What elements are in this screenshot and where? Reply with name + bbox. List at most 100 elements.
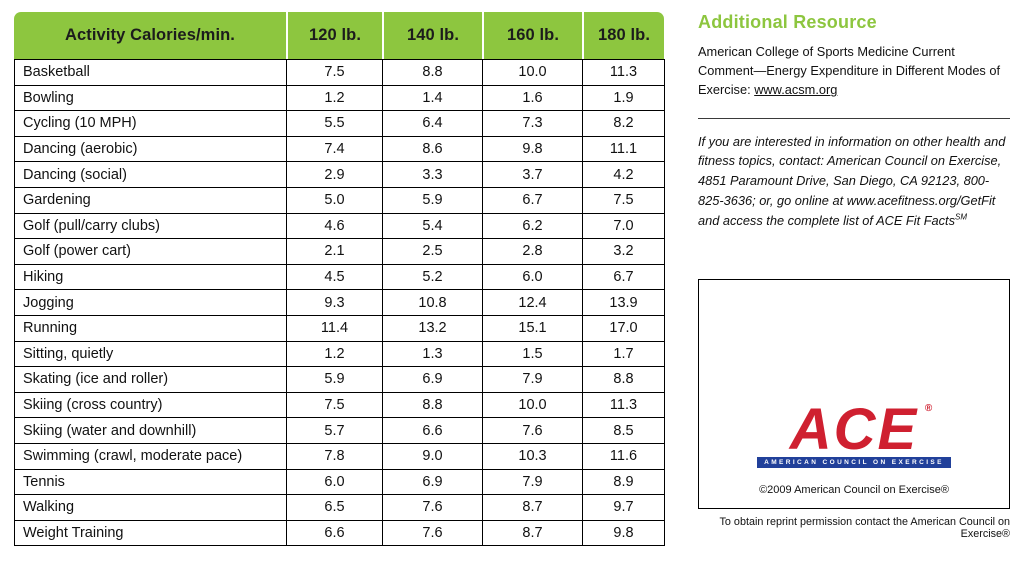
calorie-value: 8.8 xyxy=(582,366,665,393)
activity-name: Jogging xyxy=(14,289,287,316)
ace-logo-subtext: AMERICAN COUNCIL ON EXERCISE xyxy=(757,457,951,468)
calorie-value: 11.3 xyxy=(582,59,665,86)
ace-logo-letters-row: ACE ® xyxy=(790,400,932,458)
activity-name: Dancing (social) xyxy=(14,161,287,188)
ace-logo: ACE ® AMERICAN COUNCIL ON EXERCISE xyxy=(757,400,951,468)
activity-name: Dancing (aerobic) xyxy=(14,135,287,163)
header-weight: 120 lb. xyxy=(286,12,382,59)
calorie-value: 9.8 xyxy=(582,519,665,547)
calorie-value: 7.4 xyxy=(286,135,383,163)
calorie-value: 11.3 xyxy=(582,391,665,419)
calorie-value: 7.9 xyxy=(482,468,583,496)
calorie-value: 7.8 xyxy=(286,442,383,470)
registered-mark-icon: ® xyxy=(924,402,933,414)
calories-table-grid: Basketball 7.5 8.8 10.0 11.3 Bowling 1.2 1.4 1.6… xyxy=(14,59,665,547)
acsm-link[interactable]: www.acsm.org xyxy=(754,82,838,98)
calorie-value: 1.7 xyxy=(582,340,665,368)
table-row: Skating (ice and roller) 5.9 6.9 7.9 8.8 xyxy=(14,366,665,393)
calorie-value: 8.8 xyxy=(382,391,483,419)
calorie-value: 2.5 xyxy=(382,238,483,265)
table-row: Cycling (10 MPH) 5.5 6.4 7.3 8.2 xyxy=(14,110,665,137)
table-row: Walking 6.5 7.6 8.7 9.7 xyxy=(14,494,665,521)
calorie-value: 5.4 xyxy=(382,212,483,240)
calorie-value: 5.2 xyxy=(382,263,483,291)
calorie-value: 8.5 xyxy=(582,417,665,444)
calorie-value: 6.7 xyxy=(582,263,665,291)
activity-name: Running xyxy=(14,314,287,342)
header-activity: Activity Calories/min. xyxy=(64,26,235,44)
activity-name: Golf (power cart) xyxy=(14,238,287,265)
contact-paragraph: If you are interested in information on … xyxy=(698,132,1010,231)
calorie-value: 7.9 xyxy=(482,366,583,393)
table-row: Jogging 9.3 10.8 12.4 13.9 xyxy=(14,289,665,316)
calorie-value: 7.5 xyxy=(286,59,383,86)
table-row: Skiing (water and downhill) 5.7 6.6 7.6 8.5 xyxy=(14,417,665,444)
table-row: Sitting, quietly 1.2 1.3 1.5 1.7 xyxy=(14,340,665,368)
activity-name: Hiking xyxy=(14,263,287,291)
calorie-value: 10.8 xyxy=(382,289,483,316)
calorie-value: 7.6 xyxy=(382,494,483,521)
calorie-value: 1.6 xyxy=(482,84,583,112)
table-row: Tennis 6.0 6.9 7.9 8.9 xyxy=(14,468,665,496)
calorie-value: 6.5 xyxy=(286,494,383,521)
activity-name: Basketball xyxy=(14,59,287,86)
ace-logo-box: ACE ® AMERICAN COUNCIL ON EXERCISE ©2009… xyxy=(698,278,1010,509)
calorie-value: 5.0 xyxy=(286,186,383,214)
additional-resource-heading: Additional Resource xyxy=(698,12,877,32)
calorie-value: 10.3 xyxy=(482,442,583,470)
table-row: Hiking 4.5 5.2 6.0 6.7 xyxy=(14,263,665,291)
calorie-value: 7.0 xyxy=(582,212,665,240)
divider-line xyxy=(698,117,1010,119)
reprint-permission-text: To obtain reprint permission contact the… xyxy=(719,515,1010,540)
calorie-value: 6.0 xyxy=(482,263,583,291)
resource-paragraph: American College of Sports Medicine Curr… xyxy=(698,42,1010,100)
calories-table: Activity Calories/min. 120 lb. 140 lb. 160 … xyxy=(14,12,665,547)
calorie-value: 4.2 xyxy=(582,161,665,188)
activity-name: Cycling (10 MPH) xyxy=(14,110,287,137)
calorie-value: 2.1 xyxy=(286,238,383,265)
calorie-value: 13.2 xyxy=(382,314,483,342)
header-weight: 180 lb. xyxy=(582,12,664,59)
table-row: Dancing (social) 2.9 3.3 3.7 4.2 xyxy=(14,161,665,188)
table-row: Gardening 5.0 5.9 6.7 7.5 xyxy=(14,186,665,214)
calorie-value: 1.2 xyxy=(286,340,383,368)
calorie-value: 7.3 xyxy=(482,110,583,137)
calorie-value: 8.7 xyxy=(482,494,583,521)
table-row: Swimming (crawl, moderate pace) 7.8 9.0 10.… xyxy=(14,442,665,470)
activity-name: Bowling xyxy=(14,84,287,112)
activity-name: Golf (pull/carry clubs) xyxy=(14,212,287,240)
calorie-value: 2.8 xyxy=(482,238,583,265)
table-row: Weight Training 6.6 7.6 8.7 9.8 xyxy=(14,519,665,547)
activity-name: Weight Training xyxy=(14,519,287,547)
activity-name: Tennis xyxy=(14,468,287,496)
calorie-value: 1.4 xyxy=(382,84,483,112)
resource-text: American College of Sports Medicine Curr… xyxy=(698,44,1001,98)
header-weight: 160 lb. xyxy=(482,12,582,59)
activity-name: Skiing (cross country) xyxy=(14,391,287,419)
table-row: Skiing (cross country) 7.5 8.8 10.0 11.3 xyxy=(14,391,665,419)
calorie-value: 6.6 xyxy=(286,519,383,547)
calorie-value: 5.9 xyxy=(286,366,383,393)
calorie-value: 6.4 xyxy=(382,110,483,137)
calorie-value: 6.7 xyxy=(482,186,583,214)
calorie-value: 9.0 xyxy=(382,442,483,470)
activity-name: Walking xyxy=(14,494,287,521)
activity-name: Sitting, quietly xyxy=(14,340,287,368)
calorie-value: 7.5 xyxy=(582,186,665,214)
header-weight: 140 lb. xyxy=(382,12,482,59)
table-row: Golf (power cart) 2.1 2.5 2.8 3.2 xyxy=(14,238,665,265)
table-row: Dancing (aerobic) 7.4 8.6 9.8 11.1 xyxy=(14,135,665,163)
calorie-value: 5.5 xyxy=(286,110,383,137)
activity-name: Gardening xyxy=(14,186,287,214)
calorie-value: 1.5 xyxy=(482,340,583,368)
calorie-value: 8.2 xyxy=(582,110,665,137)
calorie-value: 12.4 xyxy=(482,289,583,316)
calorie-value: 10.0 xyxy=(482,391,583,419)
calorie-value: 6.0 xyxy=(286,468,383,496)
calorie-value: 3.2 xyxy=(582,238,665,265)
activity-name: Swimming (crawl, moderate pace) xyxy=(14,442,287,470)
calorie-value: 15.1 xyxy=(482,314,583,342)
activity-table-body: Basketball 7.5 8.8 10.0 11.3 Bowling 1.2 1.4 1.6… xyxy=(14,59,665,547)
calorie-value: 4.6 xyxy=(286,212,383,240)
ace-logo-letters: ACE xyxy=(789,396,919,462)
